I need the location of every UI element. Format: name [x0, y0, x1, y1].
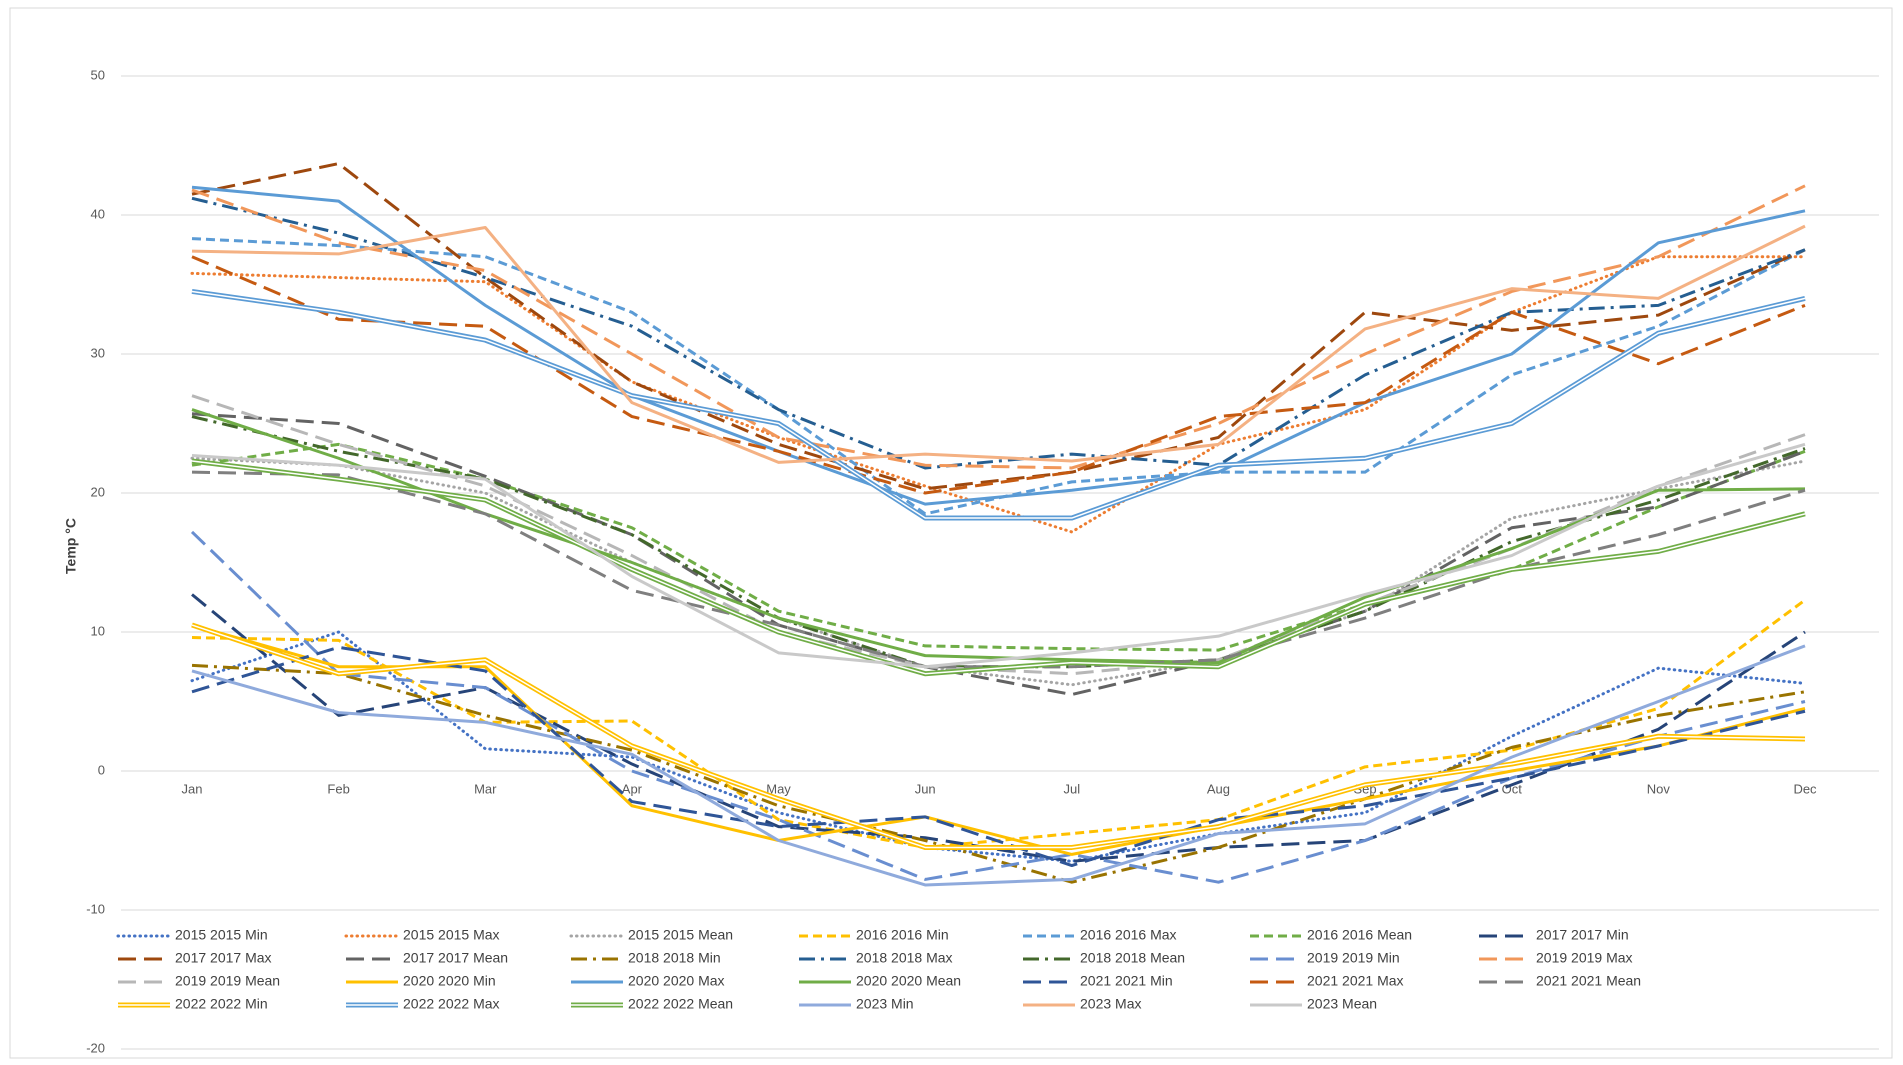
- legend-label: 2022 2022 Min: [175, 996, 268, 1012]
- x-tick-label: Nov: [1647, 781, 1671, 796]
- y-tick-label: -20: [86, 1040, 105, 1055]
- series-line: [190, 630, 1807, 863]
- legend-label: 2017 2017 Mean: [403, 950, 508, 966]
- series-line: [190, 530, 1806, 884]
- series-line: [191, 255, 1806, 495]
- x-tick-label: May: [766, 781, 791, 796]
- x-tick-label: Aug: [1207, 781, 1230, 796]
- legend-label: 2021 2021 Min: [1080, 973, 1173, 989]
- series-line: [191, 224, 1806, 464]
- legend-label: 2019 2019 Max: [1536, 950, 1633, 966]
- x-tick-label: Feb: [327, 781, 349, 796]
- legend-label: 2021 2021 Max: [1307, 973, 1404, 989]
- x-tick-label: Jan: [182, 781, 203, 796]
- legend-label: 2018 2018 Max: [856, 950, 953, 966]
- series-line-inner: [191, 460, 1806, 675]
- legend-label: 2020 2020 Max: [628, 973, 725, 989]
- legend-label: 2020 2020 Min: [403, 973, 496, 989]
- series-line-inner: [191, 624, 1806, 849]
- y-tick-label: 0: [98, 762, 105, 777]
- chart-border: [9, 7, 1893, 1059]
- x-tick-label: Jul: [1064, 781, 1081, 796]
- series-line: [191, 185, 1806, 506]
- series-line: [191, 408, 1806, 665]
- x-tick-label: Mar: [474, 781, 497, 796]
- legend-label: 2023 Min: [856, 996, 914, 1012]
- y-tick-label: 20: [91, 484, 105, 499]
- series-line: [191, 412, 1806, 697]
- legend-label: 2023 Max: [1080, 996, 1141, 1012]
- y-axis-title: Temp °C: [63, 518, 79, 574]
- series-line: [191, 644, 1806, 887]
- legend-label: 2022 2022 Mean: [628, 996, 733, 1012]
- series-line: [191, 442, 1806, 652]
- y-tick-label: 50: [91, 67, 105, 82]
- legend-label: 2017 2017 Max: [175, 950, 272, 966]
- series-line: [191, 237, 1806, 516]
- y-tick-label: 10: [91, 623, 105, 638]
- y-tick-label: 40: [91, 206, 105, 221]
- legend-label: 2015 2015 Mean: [628, 927, 733, 943]
- series-line: [191, 162, 1806, 491]
- legend-label: 2019 2019 Mean: [175, 973, 280, 989]
- series-line: [190, 255, 1807, 534]
- x-tick-label: Dec: [1793, 781, 1817, 796]
- series-line: [191, 663, 1806, 884]
- series-line-inner: [191, 290, 1806, 519]
- series-line: [190, 456, 1807, 687]
- legend-label: 2021 2021 Mean: [1536, 973, 1641, 989]
- legend-label: 2015 2015 Max: [403, 927, 500, 943]
- legend-label: 2019 2019 Min: [1307, 950, 1400, 966]
- y-tick-label: -10: [86, 901, 105, 916]
- series-line: [191, 184, 1806, 470]
- legend-label: 2023 Mean: [1307, 996, 1377, 1012]
- series-line: [191, 442, 1806, 669]
- legend-label: 2015 2015 Min: [175, 927, 268, 943]
- legend-label: 2016 2016 Max: [1080, 927, 1177, 943]
- legend-label: 2017 2017 Min: [1536, 927, 1629, 943]
- legend-label: 2018 2018 Min: [628, 950, 721, 966]
- x-tick-label: Apr: [622, 781, 643, 796]
- series-line: [191, 196, 1806, 470]
- legend-label: 2020 2020 Mean: [856, 973, 961, 989]
- legend-label: 2018 2018 Mean: [1080, 950, 1185, 966]
- legend-label: 2016 2016 Mean: [1307, 927, 1412, 943]
- y-tick-label: 30: [91, 345, 105, 360]
- legend-label: 2022 2022 Max: [403, 996, 500, 1012]
- legend-label: 2016 2016 Min: [856, 927, 949, 943]
- series-line: [191, 645, 1806, 868]
- x-tick-label: Jun: [915, 781, 936, 796]
